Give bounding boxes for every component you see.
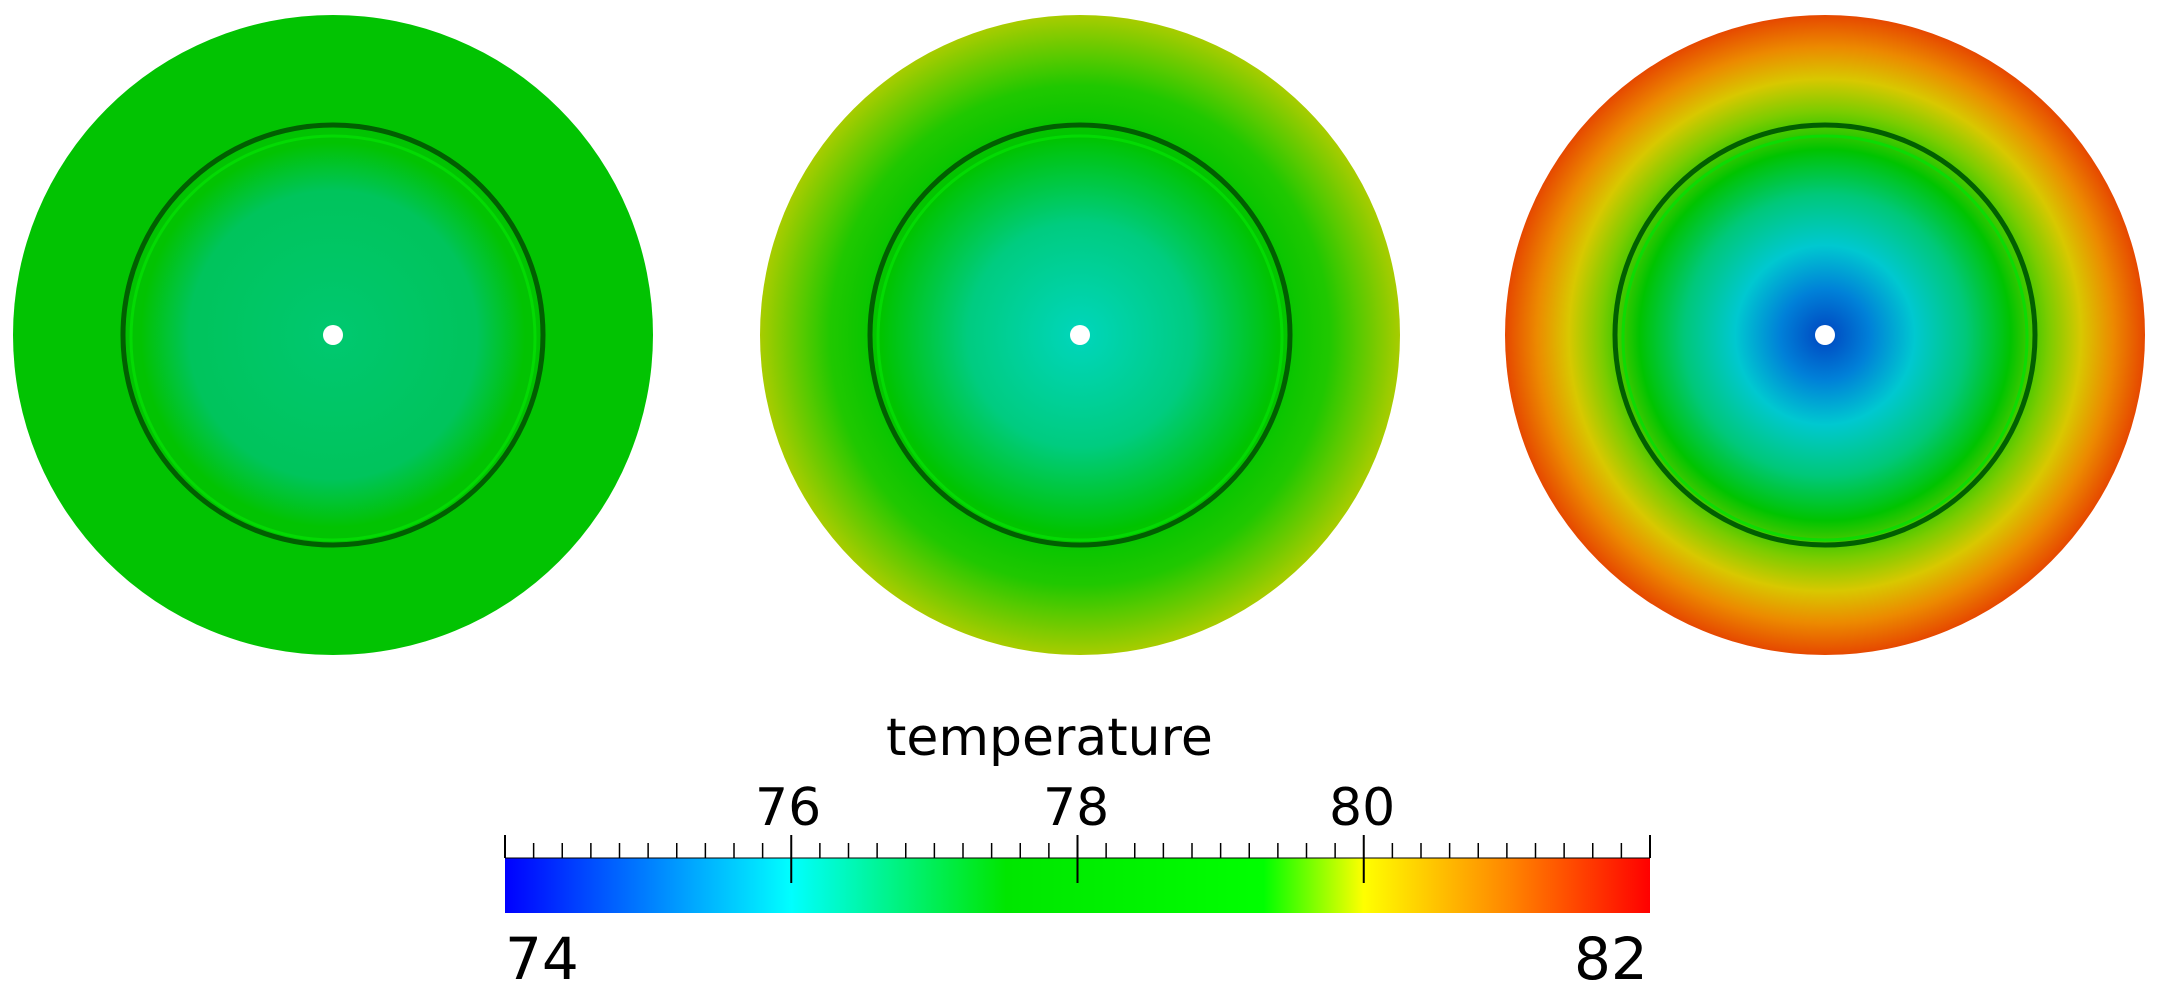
disc-right-rim-highlight [1621, 134, 2029, 542]
colorbar-title: temperature [886, 708, 1213, 768]
disc-left-center-hole [323, 325, 343, 345]
colorbar [504, 835, 1651, 913]
disc-middle [760, 15, 1400, 655]
disc-left-rim-highlight [129, 134, 537, 542]
disc-left-inner-rim [120, 122, 546, 548]
colorbar-tick-label-76: 76 [755, 778, 822, 838]
disc-right [1505, 15, 2145, 655]
disc-middle-inner-rim [867, 122, 1293, 548]
colorbar-min-label: 74 [505, 925, 579, 993]
colorbar-max-label: 82 [1574, 925, 1648, 993]
disc-right-inner-rim [1612, 122, 2038, 548]
disc-right-center-hole [1815, 325, 1835, 345]
disc-middle-rim-highlight [876, 134, 1284, 542]
disc-left [13, 15, 653, 655]
disc-middle-center-hole [1070, 325, 1090, 345]
colorbar-ticks [504, 835, 1651, 883]
colorbar-tick-label-78: 78 [1043, 778, 1110, 838]
colorbar-tick-label-80: 80 [1329, 778, 1396, 838]
